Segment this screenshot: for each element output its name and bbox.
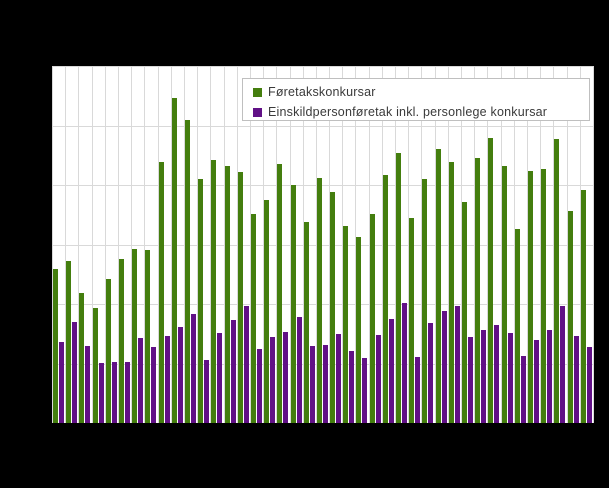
foretakskonkursar-bar: [422, 179, 428, 423]
legend: Føretakskonkursar Einskildpersonføretak …: [242, 78, 590, 121]
foretakskonkursar-bar: [567, 211, 573, 423]
foretakskonkursar-bar: [382, 175, 388, 423]
foretakskonkursar-bar: [105, 279, 111, 423]
einskildpersonforetak-bar: [151, 347, 157, 423]
einskildpersonforetak-bar: [138, 337, 144, 423]
einskildpersonforetak-bar: [402, 302, 408, 423]
einskildpersonforetak-bar: [534, 340, 540, 423]
foretakskonkursar-bar: [303, 221, 309, 423]
einskildpersonforetak-bar: [560, 305, 566, 423]
einskildpersonforetak-bar: [59, 342, 64, 423]
foretakskonkursar-bar: [224, 165, 230, 423]
einskildpersonforetak-bar: [322, 345, 328, 423]
einskildpersonforetak-bar: [375, 334, 381, 423]
foretakskonkursar-bar: [396, 152, 402, 423]
einskildpersonforetak-bar: [204, 359, 210, 423]
einskildpersonforetak-bar: [349, 351, 355, 423]
foretakskonkursar-bar: [53, 269, 58, 423]
einskildpersonforetak-bar: [124, 362, 130, 423]
horizontal-gridline: [52, 304, 593, 305]
legend-label-foretakskonkursar: Føretakskonkursar: [268, 85, 376, 99]
foretakskonkursar-bar: [541, 168, 547, 423]
horizontal-gridline: [52, 244, 593, 246]
plot-area: [52, 66, 594, 423]
einskildpersonforetak-bar: [270, 336, 276, 423]
legend-item-einskildpersonforetak: Einskildpersonføretak inkl. personlege k…: [253, 102, 589, 122]
einskildpersonforetak-bar: [336, 333, 342, 423]
foretakskonkursar-bar: [277, 163, 283, 423]
foretakskonkursar-bar: [264, 199, 270, 423]
foretakskonkursar-bar: [171, 98, 177, 423]
foretakskonkursar-bar: [198, 179, 204, 423]
einskildpersonforetak-bar: [586, 347, 592, 423]
foretakskonkursar-bar: [330, 192, 336, 423]
einskildpersonforetak-bar: [547, 330, 553, 423]
einskildpersonforetak-bar: [388, 318, 394, 423]
foretakskonkursar-bar: [580, 190, 586, 423]
foretakskonkursar-bar: [211, 160, 217, 423]
einskildpersonforetak-bar: [85, 345, 91, 423]
einskildpersonforetak-bar: [468, 336, 474, 423]
einskildpersonforetak-bar: [230, 319, 236, 423]
foretakskonkursar-bar: [66, 261, 72, 423]
horizontal-gridline: [52, 66, 593, 67]
foretakskonkursar-bar: [79, 293, 85, 423]
foretakskonkursar-bar: [343, 226, 349, 423]
einskildpersonforetak-bar: [441, 310, 447, 423]
foretakskonkursar-bar: [250, 213, 256, 423]
einskildpersonforetak-bar: [256, 348, 262, 423]
foretakskonkursar-bar: [514, 229, 520, 423]
einskildpersonforetak-bar: [309, 345, 315, 423]
foretakskonkursar-bar: [290, 184, 296, 423]
einskildpersonforetak-bar: [415, 356, 421, 423]
einskildpersonforetak-bar: [507, 333, 513, 423]
foretakskonkursar-bar: [475, 157, 481, 423]
foretakskonkursar-bar: [118, 259, 124, 423]
foretakskonkursar-bar: [158, 161, 164, 423]
foretakskonkursar-bar: [92, 308, 98, 423]
foretakskonkursar-bar: [316, 177, 322, 423]
foretakskonkursar-bar: [462, 201, 468, 423]
foretakskonkursar-bar: [554, 138, 560, 423]
vertical-gridline: [593, 66, 594, 423]
foretakskonkursar-bar: [488, 138, 494, 423]
foretakskonkursar-bar: [145, 250, 151, 423]
foretakskonkursar-bar: [435, 149, 441, 423]
einskildpersonforetak-bar: [164, 335, 170, 423]
einskildpersonforetak-bar: [111, 361, 117, 423]
purple-series-swatch-icon: [253, 107, 262, 117]
einskildpersonforetak-bar: [177, 326, 183, 423]
einskildpersonforetak-bar: [428, 323, 434, 423]
legend-label-einskildpersonforetak: Einskildpersonføretak inkl. personlege k…: [268, 105, 548, 119]
einskildpersonforetak-bar: [283, 331, 289, 423]
einskildpersonforetak-bar: [98, 362, 104, 423]
einskildpersonforetak-bar: [573, 336, 579, 423]
foretakskonkursar-bar: [528, 171, 534, 423]
einskildpersonforetak-bar: [481, 330, 487, 423]
foretakskonkursar-bar: [237, 171, 243, 423]
einskildpersonforetak-bar: [217, 333, 223, 423]
legend-item-foretakskonkursar: Føretakskonkursar: [253, 82, 589, 102]
foretakskonkursar-bar: [356, 237, 362, 423]
horizontal-gridline: [52, 363, 593, 365]
einskildpersonforetak-bar: [362, 358, 368, 423]
foretakskonkursar-bar: [369, 213, 375, 423]
einskildpersonforetak-bar: [243, 305, 249, 423]
einskildpersonforetak-bar: [72, 322, 78, 423]
horizontal-gridline: [52, 185, 593, 186]
foretakskonkursar-bar: [184, 119, 190, 423]
einskildpersonforetak-bar: [190, 314, 196, 423]
einskildpersonforetak-bar: [520, 355, 526, 423]
foretakskonkursar-bar: [448, 162, 454, 423]
foretakskonkursar-bar: [132, 249, 138, 423]
green-series-swatch-icon: [253, 87, 262, 97]
einskildpersonforetak-bar: [296, 316, 302, 423]
foretakskonkursar-bar: [501, 165, 507, 423]
foretakskonkursar-bar: [409, 218, 415, 423]
horizontal-gridline: [52, 125, 593, 127]
einskildpersonforetak-bar: [494, 324, 500, 423]
einskildpersonforetak-bar: [454, 306, 460, 423]
